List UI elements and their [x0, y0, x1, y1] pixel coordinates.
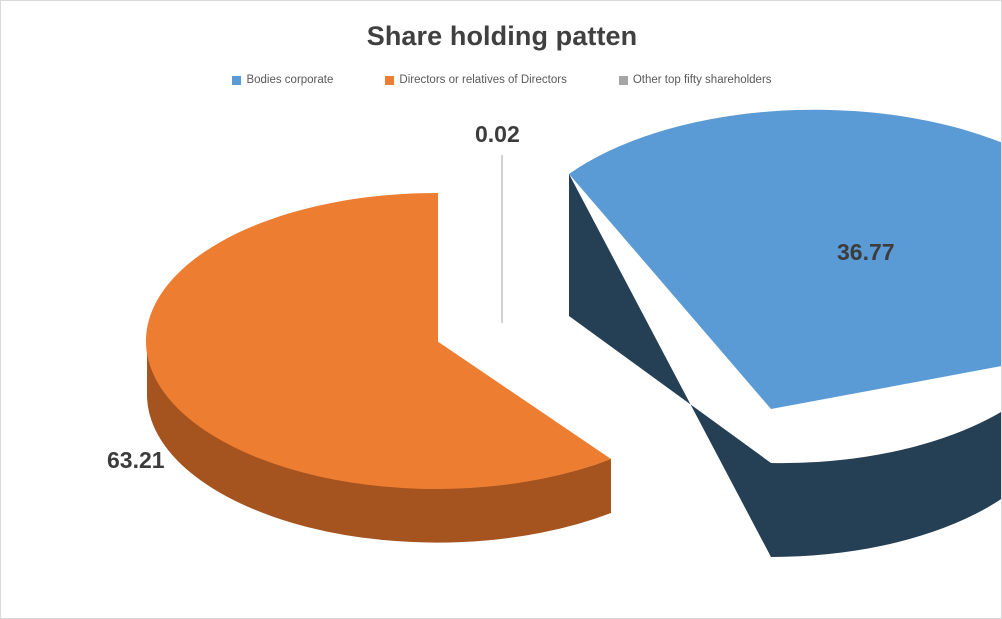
legend-item-label: Bodies corporate	[246, 74, 334, 86]
legend-item-bodies-corporate[interactable]: Bodies corporate	[232, 73, 333, 87]
pie-slice-side-wall	[147, 341, 611, 543]
pie-slice-top-face	[145, 192, 611, 489]
pie-slice-directors-or-relatives[interactable]	[145, 192, 611, 543]
data-label-other-top-fifty: 0.02	[475, 121, 520, 147]
legend-square-icon	[232, 75, 242, 85]
chart-title: Share holding patten	[366, 21, 638, 51]
legend-square-icon	[618, 75, 628, 85]
chart-legend: Bodies corporate Directors or relatives …	[1, 73, 1001, 87]
legend-item-directors-or-relatives[interactable]: Directors or relatives of Directors	[385, 73, 567, 87]
pie-slice-cut-face	[569, 174, 771, 557]
legend-square-icon	[385, 75, 395, 85]
pie-chart-svg	[145, 109, 1001, 557]
pie-slice-top-face	[569, 109, 1001, 409]
pie-slice-side-wall	[147, 341, 191, 469]
legend-item-other-top-fifty[interactable]: Other top fifty shareholders	[618, 73, 772, 87]
pie-plot-area	[1, 97, 1001, 618]
data-label-directors-or-relatives: 63.21	[107, 447, 165, 473]
legend-item-label: Directors or relatives of Directors	[399, 74, 567, 86]
data-label-bodies-corporate: 36.77	[837, 239, 895, 265]
pie-slice-side-wall	[771, 411, 1001, 557]
pie-slice-bodies-corporate[interactable]	[569, 109, 1001, 557]
legend-item-label: Other top fifty shareholders	[632, 74, 772, 86]
